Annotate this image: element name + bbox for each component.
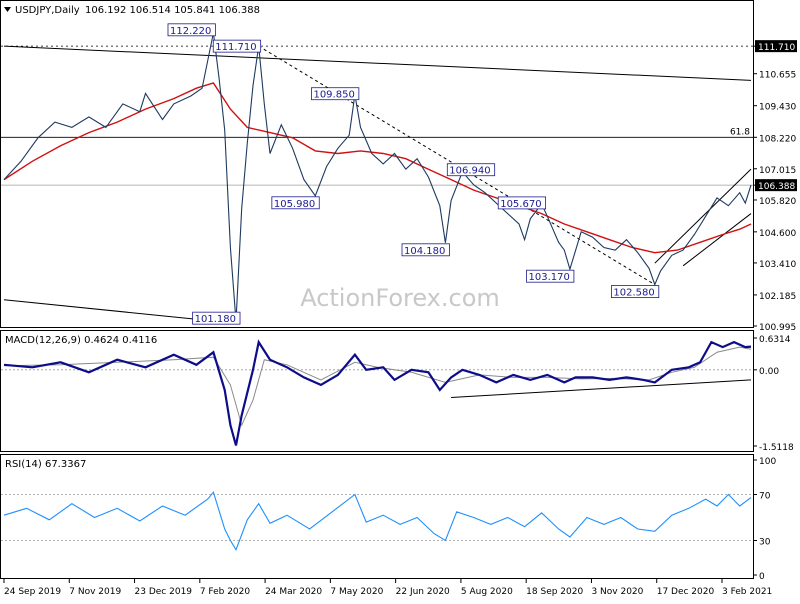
annotation-label: 105.670	[500, 199, 541, 210]
annotation-label: 106.940	[449, 166, 490, 177]
y-tick-label: 102.185	[759, 292, 796, 302]
x-tick-label: 18 Sep 2020	[526, 587, 583, 597]
trendline-upper-channel	[3, 45, 752, 81]
annotation-box	[167, 23, 216, 37]
current-price-label: 106.388	[758, 182, 795, 192]
rsi-y-tick-label: 70	[759, 492, 771, 502]
trendline-dashed-downtrend	[258, 45, 656, 286]
rsi-panel-frame	[0, 454, 754, 579]
trendline-rising-channel-upper	[654, 168, 752, 264]
x-tick-label: 5 Aug 2020	[461, 587, 513, 597]
annotation-box	[311, 87, 360, 101]
macd-line	[3, 339, 752, 446]
level-price-tag	[755, 40, 797, 53]
y-tick-label: 110.655	[759, 71, 796, 81]
macd-panel: 0.6314 0.00 -1.5118	[1, 335, 794, 453]
x-tick-label: 7 May 2020	[330, 587, 383, 597]
y-tick-label: 105.820	[759, 197, 796, 207]
y-tick-label: 108.220	[759, 134, 796, 144]
annotation-box	[212, 39, 262, 53]
annotation-box	[271, 196, 320, 210]
rsi-panel: 100 70 30 0	[1, 457, 776, 582]
macd-y-tick-label: -1.5118	[759, 443, 794, 453]
annotation-box	[192, 311, 241, 325]
annotation-label: 102.580	[613, 288, 654, 299]
macd-y-tick-label: 0.6314	[759, 335, 791, 345]
annotation-label: 109.850	[313, 90, 354, 101]
rsi-line	[3, 491, 752, 551]
macd-trendline	[451, 379, 752, 399]
fib-level-label: 61.8	[730, 127, 750, 137]
y-tick-label: 100.995	[759, 323, 796, 333]
watermark: ActionForex.com	[300, 284, 500, 312]
annotation-label: 111.710	[215, 42, 256, 53]
rsi-y-tick-label: 0	[759, 572, 765, 582]
x-tick-label: 3 Nov 2020	[591, 587, 643, 597]
annotation-label: 103.170	[529, 272, 570, 283]
level-price-label: 111.710	[758, 43, 795, 53]
x-tick-label: 23 Dec 2019	[135, 587, 193, 597]
annotation-box	[610, 285, 660, 299]
symbol-title: USDJPY,Daily	[15, 5, 80, 16]
x-tick-label: 7 Nov 2019	[69, 587, 121, 597]
chart-menu-icon[interactable]	[4, 7, 11, 12]
macd-y-tick-label: 0.00	[759, 367, 779, 377]
sma-line	[3, 82, 752, 254]
x-tick-label: 22 Jun 2020	[396, 587, 450, 597]
price-line	[3, 32, 752, 322]
annotation-label: 101.180	[195, 314, 236, 325]
x-axis: 24 Sep 2019 7 Nov 2019 23 Dec 2019 7 Feb 20…	[3, 579, 772, 597]
y-tick-label: 104.600	[759, 229, 796, 239]
price-panel-frame	[0, 0, 754, 328]
annotation-label: 104.180	[404, 246, 445, 257]
annotation-box	[401, 243, 450, 257]
ohlc-readout: 106.192 106.514 105.841 106.388	[85, 5, 260, 16]
rsi-title: RSI(14) 67.3367	[5, 459, 86, 470]
current-price-tag	[755, 179, 797, 192]
y-tick-label: 107.015	[759, 166, 796, 176]
annotation-box	[497, 196, 547, 210]
x-tick-label: 3 Feb 2021	[722, 587, 772, 597]
macd-title: MACD(12,26,9) 0.4624 0.4116	[5, 335, 157, 346]
annotation-label: 105.980	[274, 199, 315, 210]
rsi-y-tick-label: 100	[759, 457, 776, 467]
trendline-rising-channel-lower	[682, 213, 752, 267]
rsi-y-tick-label: 30	[759, 538, 771, 548]
x-tick-label: 17 Dec 2020	[657, 587, 715, 597]
x-tick-label: 7 Feb 2020	[200, 587, 251, 597]
y-tick-label: 109.430	[759, 103, 796, 113]
macd-panel-frame	[0, 330, 754, 452]
y-tick-label: 103.410	[759, 260, 796, 270]
annotation-box	[446, 163, 496, 177]
x-tick-label: 24 Mar 2020	[265, 587, 322, 597]
annotation-label: 112.220	[170, 26, 211, 37]
price-panel: 61.8 112.220 111.710 109.850 105.980 104.180 1…	[1, 23, 797, 333]
x-tick-label: 24 Sep 2019	[4, 587, 61, 597]
annotation-box	[526, 269, 575, 283]
